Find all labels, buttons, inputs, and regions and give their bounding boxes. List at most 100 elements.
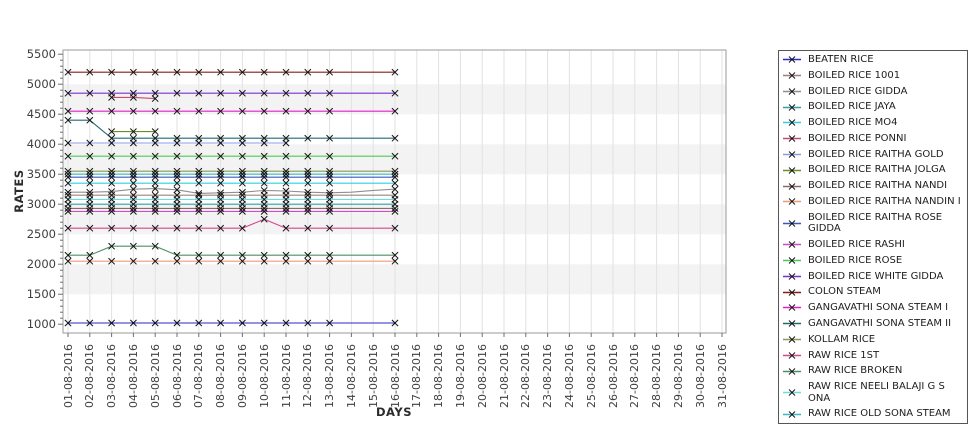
x-marker-icon: [391, 68, 399, 76]
x-marker-icon: [217, 204, 225, 212]
x-marker-icon: [173, 134, 181, 142]
x-marker-icon: [151, 185, 159, 193]
axis-ticks: [58, 53, 723, 337]
x-axis-title: DAYS: [376, 405, 412, 419]
x-marker-icon: [304, 179, 312, 187]
x-marker-icon: [326, 257, 334, 265]
x-marker-icon: [260, 170, 268, 178]
x-marker-icon: [260, 152, 268, 160]
x-marker-icon: [86, 319, 94, 327]
x-tick-label: 16-08-2016: [388, 344, 402, 408]
x-marker-icon: [391, 89, 399, 97]
x-marker-icon: [195, 251, 203, 259]
x-marker-icon: [173, 224, 181, 232]
x-marker-icon: [260, 319, 268, 327]
x-tick-label: 28-08-2016: [650, 344, 664, 408]
legend-marker-icon: [783, 410, 801, 418]
legend-label: GANGAVATHI SONA STEAM I: [808, 302, 949, 314]
legend-label: BEATEN RICE: [808, 54, 874, 65]
x-marker-icon: [64, 152, 72, 160]
x-marker-icon: [195, 257, 203, 265]
x-marker-icon: [64, 116, 72, 124]
x-marker-icon: [282, 207, 290, 215]
x-tick-label: 11-08-2016: [279, 344, 293, 408]
legend-item: RAW RICE BROKEN: [783, 365, 965, 377]
x-tick-label: 21-08-2016: [497, 344, 511, 408]
x-marker-icon: [238, 173, 246, 181]
x-marker-icon: [64, 195, 72, 203]
x-marker-icon: [129, 185, 137, 193]
x-marker-icon: [129, 134, 137, 142]
legend-label: RAW RICE NEELI BALAJI G S ONA: [808, 381, 945, 404]
x-marker-icon: [64, 224, 72, 232]
legend-label: BOILED RICE RAITHA GOLD: [808, 148, 944, 160]
legend-item: RAW RICE OLD SONA STEAM: [783, 408, 965, 420]
x-marker-icon: [304, 107, 312, 115]
x-tick-label: 20-08-2016: [475, 344, 489, 408]
x-marker-icon: [391, 107, 399, 115]
x-marker-icon: [108, 195, 116, 203]
x-marker-icon: [282, 152, 290, 160]
legend-label: BOILED RICE RAITHA NANDI: [808, 180, 948, 192]
x-marker-icon: [86, 179, 94, 187]
x-marker-icon: [282, 179, 290, 187]
x-marker-icon: [326, 89, 334, 97]
x-marker-icon: [108, 107, 116, 115]
x-marker-icon: [326, 173, 334, 181]
x-marker-icon: [151, 195, 159, 203]
x-marker-icon: [195, 179, 203, 187]
x-marker-icon: [64, 207, 72, 215]
x-marker-icon: [304, 195, 312, 203]
legend-item: RAW RICE NEELI BALAJI G S ONA: [783, 381, 965, 404]
x-marker-icon: [282, 257, 290, 265]
x-marker-icon: [108, 319, 116, 327]
legend-label: BOILED RICE RASHI: [808, 239, 905, 251]
legend-marker-icon: [783, 56, 801, 64]
x-marker-icon: [173, 167, 181, 175]
legend-label: BOILED RICE WHITE GIDDA: [808, 270, 944, 282]
x-marker-icon: [64, 89, 72, 97]
x-marker-icon: [217, 207, 225, 215]
x-marker-icon: [217, 224, 225, 232]
x-marker-icon: [108, 204, 116, 212]
x-marker-icon: [64, 179, 72, 187]
x-marker-icon: [129, 257, 137, 265]
x-tick-label: 10-08-2016: [257, 344, 271, 408]
x-marker-icon: [108, 89, 116, 97]
x-marker-icon: [108, 173, 116, 181]
x-marker-icon: [304, 134, 312, 142]
x-marker-icon: [260, 179, 268, 187]
x-marker-icon: [282, 187, 290, 195]
legend-label: COLON STEAM: [808, 286, 881, 298]
x-marker-icon: [282, 173, 290, 181]
x-marker-icon: [173, 186, 181, 194]
legend-item: BOILED RICE RAITHA JOLGA: [783, 164, 965, 176]
legend-item: KOLLAM RICE: [783, 334, 965, 346]
legend-item: BOILED RICE PONNI: [783, 133, 965, 145]
x-marker-icon: [151, 257, 159, 265]
x-marker-icon: [217, 257, 225, 265]
x-marker-icon: [173, 195, 181, 203]
x-marker-icon: [391, 319, 399, 327]
x-marker-icon: [108, 179, 116, 187]
legend-marker-icon: [783, 304, 801, 312]
x-marker-icon: [238, 251, 246, 259]
x-tick-label: 25-08-2016: [584, 344, 598, 408]
legend-label: GANGAVATHI SONA STEAM II: [808, 318, 952, 329]
x-marker-icon: [304, 319, 312, 327]
legend-marker-icon: [783, 166, 801, 174]
x-marker-icon: [304, 188, 312, 196]
x-marker-icon: [86, 167, 94, 175]
x-marker-icon: [217, 89, 225, 97]
x-marker-icon: [326, 207, 334, 215]
legend-item: GANGAVATHI SONA STEAM II: [783, 318, 965, 330]
x-marker-icon: [129, 128, 137, 136]
x-marker-icon: [64, 319, 72, 327]
legend-label: RAW RICE OLD SONA STEAM: [808, 408, 951, 420]
y-tick-label: 2000: [26, 257, 56, 272]
legend-marker-icon: [783, 135, 801, 143]
x-marker-icon: [326, 251, 334, 259]
legend-marker-icon: [783, 219, 801, 227]
x-marker-icon: [238, 179, 246, 187]
x-tick-label: 04-08-2016: [126, 344, 140, 408]
